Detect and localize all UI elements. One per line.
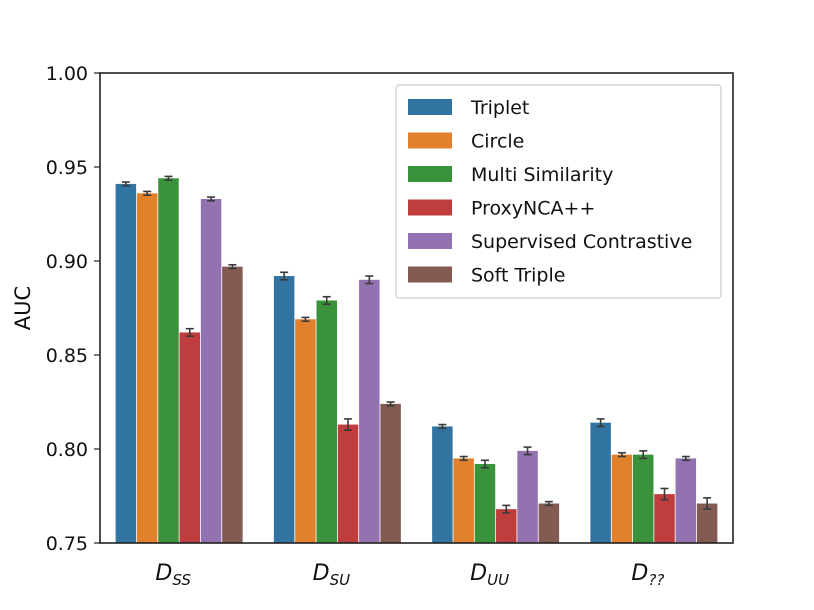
plot-frame <box>99 72 734 544</box>
legend-label: Circle <box>471 131 524 153</box>
legend-box <box>395 84 722 299</box>
bar-soft-triple-qq <box>696 503 718 543</box>
y-axis-label: AUC <box>11 286 35 330</box>
bar-soft-triple-ss <box>222 266 243 543</box>
bar-circle-qq <box>611 454 633 543</box>
bar-circle-su <box>295 319 316 543</box>
legend-label: Multi Similarity <box>471 164 613 186</box>
bar-multi-similarity-qq <box>632 454 654 543</box>
x-tick-label: DSU <box>313 561 350 589</box>
legend-label: ProxyNCA++ <box>471 198 595 220</box>
legend-label: Soft Triple <box>471 265 565 287</box>
legend-swatch <box>408 99 452 115</box>
bar-proxynca--su <box>337 424 359 543</box>
y-tick-label: 0.85 <box>46 345 88 367</box>
bar-triplet-ss <box>115 183 137 544</box>
y-tick-label: 0.95 <box>46 157 88 179</box>
bar-supervised-contrastive-su <box>359 279 380 543</box>
legend-swatch <box>408 166 452 182</box>
legend-swatch <box>408 233 452 249</box>
y-tick-label: 0.75 <box>46 533 88 555</box>
bar-triplet-qq <box>590 422 611 543</box>
y-tick-label: 0.90 <box>46 251 88 273</box>
bar-supervised-contrastive-qq <box>675 458 697 543</box>
bar-multi-similarity-uu <box>474 464 496 543</box>
bar-soft-triple-uu <box>538 503 560 543</box>
legend-swatch <box>408 199 452 216</box>
legend-label: Supervised Contrastive <box>471 231 692 253</box>
y-tick-label: 1.00 <box>46 63 88 85</box>
bar-supervised-contrastive-uu <box>517 450 538 543</box>
bar-triplet-su <box>273 276 295 543</box>
bar-supervised-contrastive-ss <box>200 198 222 543</box>
legend-label: Triplet <box>470 97 529 119</box>
bar-triplet-uu <box>432 426 453 543</box>
legend-swatch <box>408 266 452 283</box>
y-tick-label: 0.80 <box>46 439 88 461</box>
legend-swatch <box>408 132 452 149</box>
x-tick-label: DSS <box>155 561 191 589</box>
bar-proxynca--qq <box>654 494 675 543</box>
bar-circle-uu <box>453 458 474 543</box>
bar-multi-similarity-ss <box>158 178 179 543</box>
x-tick-label: DUU <box>470 561 509 589</box>
bar-circle-ss <box>136 193 158 543</box>
bar-proxynca--uu <box>496 509 517 543</box>
legend: Triplet Circle Multi Similarity ProxyNCA++ S… <box>395 84 722 299</box>
bar-proxynca--ss <box>179 332 201 543</box>
bar-soft-triple-su <box>380 403 401 543</box>
x-tick-label: D?? <box>631 561 664 589</box>
bar-multi-similarity-su <box>316 300 337 543</box>
